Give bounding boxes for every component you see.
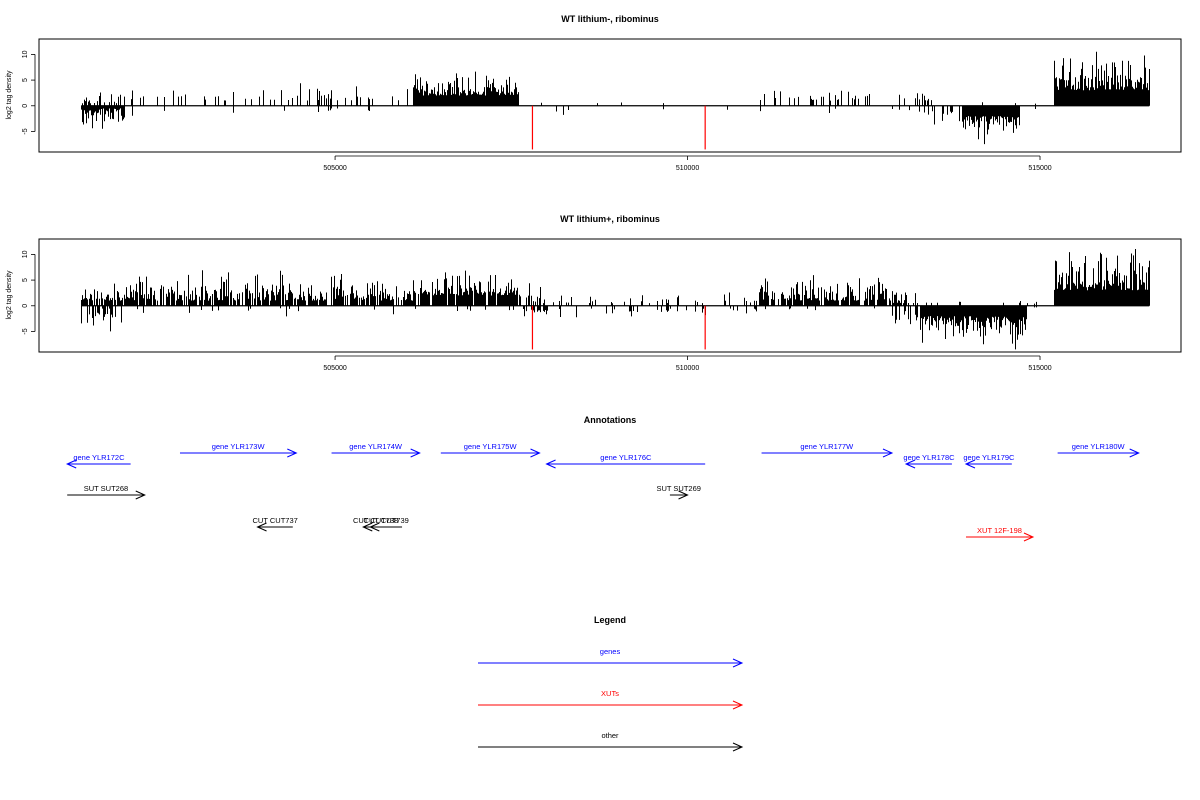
feature-cut-cut737: CUT CUT737 [253,516,298,532]
arrow-head [362,522,373,532]
feature-gene-ylr175w: gene YLR175W [440,442,541,458]
arrow-head [135,490,146,500]
feature-sut-sut269: SUT SUT269 [656,484,701,500]
legend-label: genes [600,647,621,656]
feature-label: CUT CUT737 [253,516,298,525]
feature-label: SUT SUT268 [84,484,128,493]
arrow-head [256,522,267,532]
feature-gene-ylr177w: gene YLR177W [761,442,894,458]
feature-gene-ylr174w: gene YLR174W [331,442,421,458]
arrow-head [65,459,77,469]
legend-title: Legend [594,615,626,625]
x-tick-label: 505000 [323,365,346,372]
arrow-head [732,658,744,668]
arrow-head [732,700,744,710]
feature-label: gene YLR179C [963,453,1015,462]
arrow-head [530,448,541,458]
y-tick-label: 5 [22,278,29,282]
track-panel-lithium-plus: WT lithium+, ribominus log2 tag density … [6,214,1182,372]
feature-cut-cut739: CUT CUT739 [364,516,409,532]
x-tick-label: 510000 [676,165,699,172]
feature-label: XUT 12F-198 [977,526,1022,535]
legend: Legend genes XUTs other [478,615,744,752]
track-panel-lithium-minus: WT lithium-, ribominus log2 tag density … [6,14,1182,172]
x-tick-label: 505000 [323,165,346,172]
panel-title: WT lithium-, ribominus [561,14,659,24]
y-tick-label: -5 [22,328,29,334]
legend-label: XUTs [601,689,619,698]
legend-entry-other: other [478,731,744,752]
legend-entries: genes XUTs other [478,647,744,752]
feature-sut-sut268: SUT SUT268 [67,484,146,500]
plot-frame [38,238,1182,353]
signal-bars [81,249,1150,350]
arrow-head [678,490,689,500]
panel-title: WT lithium+, ribominus [560,214,660,224]
plot-frame [38,38,1182,153]
y-axis-label: log2 tag density [6,270,13,320]
arrow-head [1023,532,1035,542]
axes: -5 0 5 10 505000 510000 515000 [22,250,1052,372]
arrow-head [369,522,380,532]
arrow-head [904,459,916,469]
y-tick-label: 10 [22,250,29,258]
feature-gene-ylr173w: gene YLR173W [179,442,298,458]
y-axis-label: log2 tag density [6,70,13,120]
positive-strand-bars [82,51,1150,106]
feature-label: gene YLR172C [73,453,125,462]
feature-label: gene YLR175W [464,442,518,451]
arrow-head [1129,448,1140,458]
arrow-head [287,448,298,458]
y-tick-label: 10 [22,50,29,58]
feature-label: SUT SUT269 [656,484,700,493]
y-tick-label: 0 [22,104,29,108]
axes: -5 0 5 10 505000 510000 515000 [22,50,1052,172]
x-tick-label: 515000 [1028,165,1051,172]
feature-xut-12f-198: XUT 12F-198 [965,526,1035,542]
negative-strand-bars [81,105,1036,145]
annotations-title: Annotations [584,415,637,425]
x-tick-label: 510000 [676,365,699,372]
feature-label: gene YLR176C [600,453,652,462]
feature-gene-ylr180w: gene YLR180W [1057,442,1140,458]
feature-label: CUT CUT738 [353,516,398,525]
arrow-head [964,459,976,469]
legend-entry-genes: genes [478,647,744,668]
feature-label: gene YLR174W [349,442,403,451]
feature-arrows: gene YLR172C gene YLR173W gene YLR174W gene… [65,442,1140,542]
arrow-head [732,742,744,752]
positive-strand-bars [81,249,1150,306]
legend-label: other [601,731,619,740]
arrow-head [410,448,421,458]
y-tick-label: 5 [22,78,29,82]
x-tick-label: 515000 [1028,365,1051,372]
legend-entry-xuts: XUTs [478,689,744,710]
arrow-head [882,448,894,458]
arrow-head [545,459,556,469]
feature-gene-ylr178c: gene YLR178C [903,453,955,469]
y-tick-label: -5 [22,128,29,134]
negative-strand-bars [81,305,1037,350]
feature-gene-ylr176c: gene YLR176C [545,453,706,469]
feature-label: gene YLR177W [800,442,854,451]
feature-label: gene YLR173W [212,442,266,451]
feature-gene-ylr172c: gene YLR172C [65,453,131,469]
signal-bars [81,51,1150,150]
feature-label: CUT CUT739 [364,516,409,525]
feature-label: gene YLR178C [903,453,955,462]
y-tick-label: 0 [22,304,29,308]
feature-gene-ylr179c: gene YLR179C [963,453,1015,469]
feature-label: gene YLR180W [1072,442,1126,451]
